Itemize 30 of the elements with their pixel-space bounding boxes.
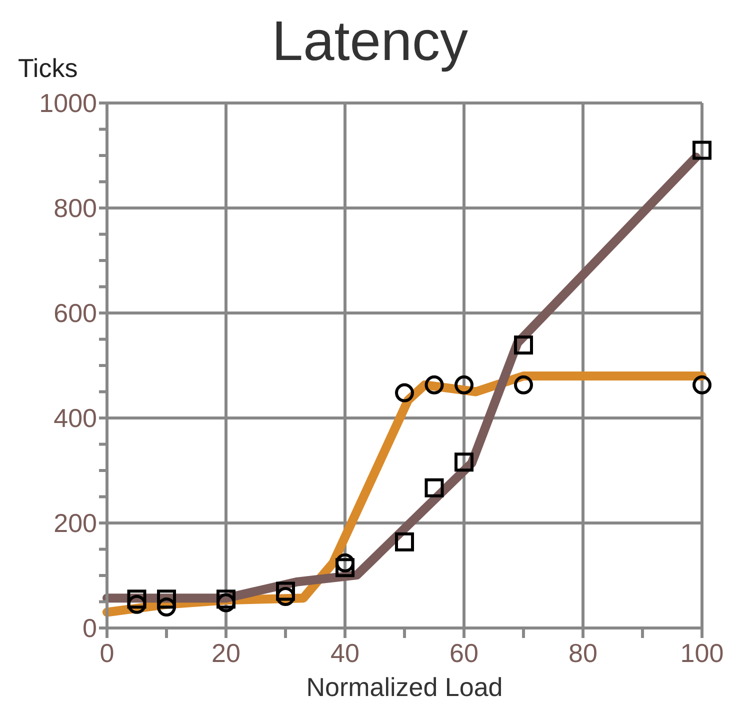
point — [424, 478, 444, 498]
point — [424, 375, 444, 394]
y-tick-label: 800 — [54, 193, 97, 223]
y-tick-label: 200 — [54, 508, 97, 538]
x-tick-label: 100 — [680, 638, 724, 668]
point — [692, 140, 712, 160]
point — [127, 590, 146, 609]
point — [395, 383, 414, 402]
x-tick-label: 80 — [568, 638, 598, 668]
point — [336, 558, 354, 578]
y-tick-label: 400 — [54, 403, 97, 433]
x-axis-title: Normalized Load — [305, 672, 504, 703]
point — [395, 532, 414, 552]
point — [514, 336, 533, 355]
point — [454, 375, 474, 394]
point — [276, 582, 295, 601]
chart-title: Latency — [272, 9, 468, 72]
x-tick-label: 60 — [450, 638, 478, 668]
y-tick-label: 600 — [54, 298, 97, 328]
x-tick-label: 20 — [212, 638, 240, 668]
point — [157, 598, 176, 616]
point — [454, 452, 474, 472]
y-tick-label: 0 — [82, 613, 97, 643]
y-tick-label: 1000 — [39, 88, 97, 118]
x-tick-label: 40 — [330, 638, 360, 668]
point — [157, 590, 176, 609]
y-axis-title: Ticks — [18, 53, 78, 84]
point — [514, 375, 533, 394]
point — [692, 375, 712, 394]
point — [216, 590, 236, 609]
